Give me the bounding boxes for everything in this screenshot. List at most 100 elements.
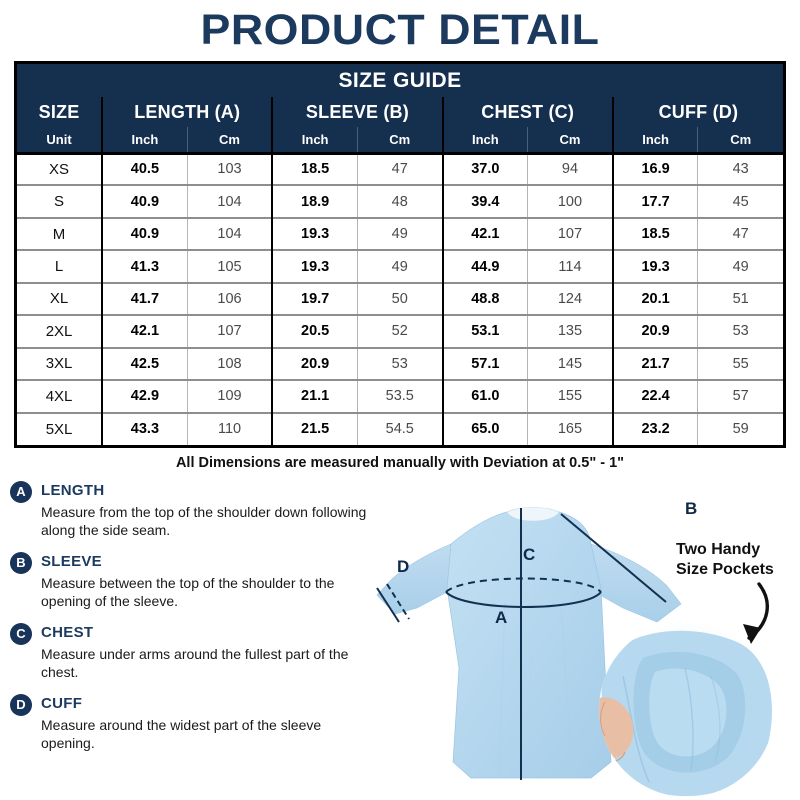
cell-length_cm: 108 xyxy=(186,346,273,381)
cell-size: L xyxy=(17,249,103,283)
cell-sleeve_in: 19.7 xyxy=(271,281,358,316)
cell-chest_in: 37.0 xyxy=(441,151,528,186)
cell-sleeve_in: 18.9 xyxy=(271,184,358,218)
unit-header-length-inch: Inch xyxy=(101,127,188,153)
table-row: XS 40.5 103 18.5 47 37.0 94 16.9 43 xyxy=(17,151,783,186)
cell-sleeve_cm: 48 xyxy=(356,184,443,218)
cell-length_cm: 103 xyxy=(186,151,273,186)
cell-size: XS xyxy=(17,151,103,186)
table-row: 4XL 42.9 109 21.1 53.5 61.0 155 22.4 57 xyxy=(17,379,783,413)
unit-header-chest-cm: Cm xyxy=(527,127,613,153)
cell-sleeve_cm: 47 xyxy=(356,151,443,186)
column-group-length: LENGTH (A) xyxy=(101,97,273,127)
cell-cuff_in: 22.4 xyxy=(611,379,698,413)
measurement-badge-b: B xyxy=(10,551,32,574)
table-row: M 40.9 104 19.3 49 42.1 107 18.5 47 xyxy=(17,216,783,251)
measurement-description: Measure under arms around the fullest pa… xyxy=(41,645,349,681)
cell-length_cm: 104 xyxy=(186,216,273,251)
cell-size: S xyxy=(17,184,103,218)
column-group-cuff: CUFF (D) xyxy=(611,97,783,127)
table-row: XL 41.7 106 19.7 50 48.8 124 20.1 51 xyxy=(17,281,783,316)
size-guide-banner: SIZE GUIDE xyxy=(17,64,783,97)
cell-chest_in: 61.0 xyxy=(441,379,528,413)
cell-chest_in: 42.1 xyxy=(441,216,528,251)
cell-cuff_cm: 45 xyxy=(697,184,783,218)
cell-sleeve_cm: 53.5 xyxy=(356,379,443,413)
cell-cuff_cm: 51 xyxy=(697,281,783,316)
cell-cuff_cm: 47 xyxy=(697,216,783,251)
table-row: L 41.3 105 19.3 49 44.9 114 19.3 49 xyxy=(17,249,783,283)
cell-chest_cm: 145 xyxy=(527,346,613,381)
cell-length_cm: 110 xyxy=(186,411,273,445)
pocket-arrow-icon xyxy=(743,582,769,644)
cell-cuff_in: 20.1 xyxy=(611,281,698,316)
cell-length_in: 40.9 xyxy=(101,216,188,251)
cell-size: 3XL xyxy=(17,346,103,381)
column-group-sleeve: SLEEVE (B) xyxy=(271,97,443,127)
table-banner-row: SIZE GUIDE xyxy=(17,64,783,97)
cell-length_in: 41.7 xyxy=(101,281,188,316)
cell-chest_in: 65.0 xyxy=(441,411,528,445)
measurement-badge-d: D xyxy=(10,693,32,716)
cell-sleeve_cm: 49 xyxy=(356,249,443,283)
cell-length_cm: 105 xyxy=(186,249,273,283)
unit-header-sleeve-inch: Inch xyxy=(271,127,358,153)
cell-length_in: 40.9 xyxy=(101,184,188,218)
gown-diagram-svg: A B C D xyxy=(376,499,775,797)
cell-sleeve_cm: 54.5 xyxy=(356,411,443,445)
cell-chest_cm: 94 xyxy=(527,151,613,186)
cell-length_in: 42.9 xyxy=(101,379,188,413)
measurement-item-length: A LENGTH Measure from the top of the shoul… xyxy=(10,480,370,540)
cell-chest_in: 44.9 xyxy=(441,249,528,283)
chest-measure-arc-front xyxy=(445,591,602,608)
measurement-item-cuff: D CUFF Measure around the widest part of t… xyxy=(10,693,370,753)
table-row: S 40.9 104 18.9 48 39.4 100 17.7 45 xyxy=(17,184,783,218)
cell-length_in: 42.1 xyxy=(101,314,188,348)
cell-chest_cm: 107 xyxy=(527,216,613,251)
cell-length_in: 41.3 xyxy=(101,249,188,283)
unit-header-cuff-cm: Cm xyxy=(697,127,783,153)
measurement-title: LENGTH xyxy=(41,482,105,499)
unit-header-cuff-inch: Inch xyxy=(611,127,698,153)
cell-cuff_in: 20.9 xyxy=(611,314,698,348)
marker-label-d: D xyxy=(397,557,409,576)
unit-header-length-cm: Cm xyxy=(186,127,273,153)
cell-length_cm: 109 xyxy=(186,379,273,413)
pockets-label-line-2: Size Pockets xyxy=(676,560,774,578)
table-unit-row: Unit Inch Cm Inch Cm Inch Cm Inch Cm xyxy=(17,127,783,153)
cell-sleeve_cm: 52 xyxy=(356,314,443,348)
measurement-item-sleeve: B SLEEVE Measure between the top of the sh… xyxy=(10,551,370,611)
cell-sleeve_cm: 49 xyxy=(356,216,443,251)
cell-size: 2XL xyxy=(17,314,103,348)
measurement-legend: A LENGTH Measure from the top of the shoul… xyxy=(10,480,370,764)
cell-chest_cm: 165 xyxy=(527,411,613,445)
cell-cuff_cm: 57 xyxy=(697,379,783,413)
pocket-closeup-photo xyxy=(599,621,775,797)
measurement-badge-c: C xyxy=(10,622,32,645)
table-header: SIZE GUIDE SIZE LENGTH (A) SLEEVE (B) CH… xyxy=(17,64,783,153)
pockets-label-line-1: Two Handy xyxy=(676,541,761,558)
marker-label-b: B xyxy=(685,499,697,518)
gown-shape xyxy=(376,507,682,779)
cell-length_cm: 106 xyxy=(186,281,273,316)
cell-size: M xyxy=(17,216,103,251)
cell-chest_cm: 124 xyxy=(527,281,613,316)
cell-chest_in: 53.1 xyxy=(441,314,528,348)
cuff-measure-line-d xyxy=(376,587,400,623)
cell-chest_cm: 135 xyxy=(527,314,613,348)
table-row: 3XL 42.5 108 20.9 53 57.1 145 21.7 55 xyxy=(17,346,783,381)
measurement-title: CUFF xyxy=(41,694,83,712)
table-row: 2XL 42.1 107 20.5 52 53.1 135 20.9 53 xyxy=(17,314,783,348)
measurement-badge-a: A xyxy=(10,481,32,503)
cell-length_in: 42.5 xyxy=(101,346,188,381)
cell-cuff_in: 18.5 xyxy=(611,216,698,251)
cell-sleeve_in: 20.5 xyxy=(271,314,358,348)
size-guide-table-container: SIZE GUIDE SIZE LENGTH (A) SLEEVE (B) CH… xyxy=(14,61,786,448)
cell-cuff_cm: 43 xyxy=(697,151,783,186)
measurement-disclaimer: All Dimensions are measured manually wit… xyxy=(175,455,625,471)
cell-size: 4XL xyxy=(17,379,103,413)
cell-sleeve_in: 19.3 xyxy=(271,249,358,283)
measurement-item-chest: C CHEST Measure under arms around the full… xyxy=(10,622,370,682)
unit-header-sleeve-cm: Cm xyxy=(356,127,443,153)
